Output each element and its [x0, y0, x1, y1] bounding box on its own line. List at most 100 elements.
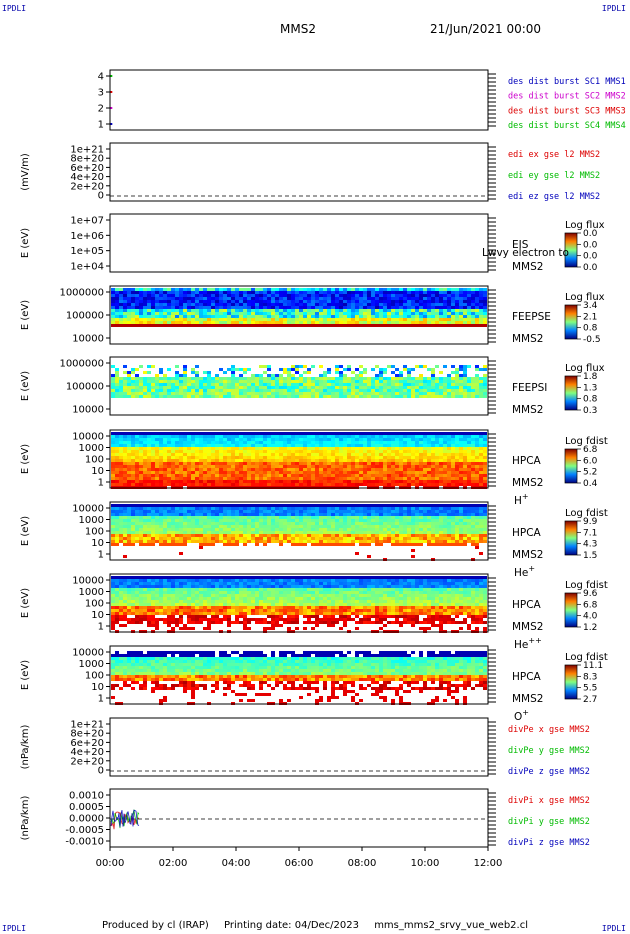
heatmap-cell — [243, 513, 247, 516]
heatmap-cell — [475, 447, 479, 450]
heatmap-cell — [199, 321, 203, 324]
heatmap-cell — [119, 459, 123, 462]
heatmap-cell — [139, 465, 143, 468]
heatmap-cell — [415, 312, 419, 315]
heatmap-cell — [367, 303, 371, 306]
heatmap-cell — [443, 365, 447, 368]
heatmap-cell — [355, 480, 359, 483]
heatmap-cell — [287, 462, 291, 465]
heatmap-cell — [339, 519, 343, 522]
heatmap-cell — [435, 531, 439, 534]
heatmap-cell — [307, 380, 311, 383]
heatmap-cell — [379, 432, 383, 435]
heatmap-cell — [171, 389, 175, 392]
heatmap-cell — [463, 444, 467, 447]
heatmap-cell — [471, 450, 475, 453]
heatmap-cell — [243, 324, 247, 327]
heatmap-cell — [479, 456, 483, 459]
heatmap-cell — [351, 395, 355, 398]
heatmap-cell — [311, 312, 315, 315]
heatmap-cell — [303, 447, 307, 450]
heatmap-cell — [475, 374, 479, 377]
y-tick-label: 1e+07 — [70, 216, 104, 227]
heatmap-cell — [299, 306, 303, 309]
heatmap-cell — [443, 513, 447, 516]
heatmap-cell — [447, 483, 451, 486]
heatmap-cell — [311, 318, 315, 321]
heatmap-cell — [447, 288, 451, 291]
heatmap-cell — [115, 297, 119, 300]
heatmap-cell — [363, 389, 367, 392]
heatmap-cell — [203, 386, 207, 389]
heatmap-cell — [363, 453, 367, 456]
heatmap-cell — [347, 456, 351, 459]
heatmap-cell — [451, 389, 455, 392]
heatmap-cell — [231, 450, 235, 453]
heatmap-cell — [319, 377, 323, 380]
heatmap-cell — [283, 294, 287, 297]
heatmap-cell — [343, 386, 347, 389]
heatmap-cell — [391, 456, 395, 459]
heatmap-cell — [443, 306, 447, 309]
heatmap-cell — [187, 477, 191, 480]
heatmap-cell — [207, 507, 211, 510]
heatmap-cell — [295, 306, 299, 309]
heatmap-cell — [323, 516, 327, 519]
heatmap-cell — [419, 383, 423, 386]
heatmap-cell — [143, 318, 147, 321]
heatmap-cell — [371, 441, 375, 444]
heatmap-cell — [419, 528, 423, 531]
heatmap-cell — [139, 462, 143, 465]
heatmap-cell — [139, 510, 143, 513]
heatmap-cell — [223, 510, 227, 513]
heatmap-cell — [183, 504, 187, 507]
heatmap-cell — [419, 297, 423, 300]
heatmap-cell — [443, 525, 447, 528]
heatmap-cell — [195, 483, 199, 486]
heatmap-cell — [275, 513, 279, 516]
heatmap-cell — [195, 432, 199, 435]
heatmap-cell — [387, 441, 391, 444]
heatmap-cell — [427, 444, 431, 447]
heatmap-cell — [143, 525, 147, 528]
heatmap-cell — [171, 459, 175, 462]
heatmap-cell — [135, 380, 139, 383]
colorbar — [564, 375, 578, 411]
heatmap-cell — [395, 297, 399, 300]
heatmap-cell — [207, 441, 211, 444]
heatmap-cell — [359, 309, 363, 312]
heatmap-cell — [383, 435, 387, 438]
heatmap-cell — [127, 465, 131, 468]
heatmap-cell — [139, 459, 143, 462]
heatmap-cell — [363, 380, 367, 383]
heatmap-cell — [231, 525, 235, 528]
heatmap-cell — [271, 383, 275, 386]
heatmap-cell — [219, 474, 223, 477]
heatmap-cell — [211, 483, 215, 486]
heatmap-cell — [147, 288, 151, 291]
heatmap-cell — [239, 374, 243, 377]
heatmap-cell — [399, 300, 403, 303]
heatmap-cell — [259, 444, 263, 447]
heatmap-cell — [323, 525, 327, 528]
heatmap-cell — [447, 456, 451, 459]
heatmap-cell — [335, 453, 339, 456]
heatmap-cell — [435, 377, 439, 380]
heatmap-cell — [139, 312, 143, 315]
heatmap-cell — [363, 303, 367, 306]
heatmap-cell — [187, 522, 191, 525]
heatmap-cell — [147, 315, 151, 318]
heatmap-cell — [475, 444, 479, 447]
heatmap-cell — [315, 324, 319, 327]
heatmap-cell — [335, 392, 339, 395]
heatmap-cell — [367, 513, 371, 516]
heatmap-cell — [387, 480, 391, 483]
heatmap-cell — [227, 324, 231, 327]
heatmap-cell — [111, 531, 115, 534]
heatmap-cell — [319, 513, 323, 516]
heatmap-cell — [167, 504, 171, 507]
heatmap-cell — [463, 525, 467, 528]
heatmap-cell — [311, 513, 315, 516]
heatmap-cell — [215, 441, 219, 444]
heatmap-cell — [235, 456, 239, 459]
